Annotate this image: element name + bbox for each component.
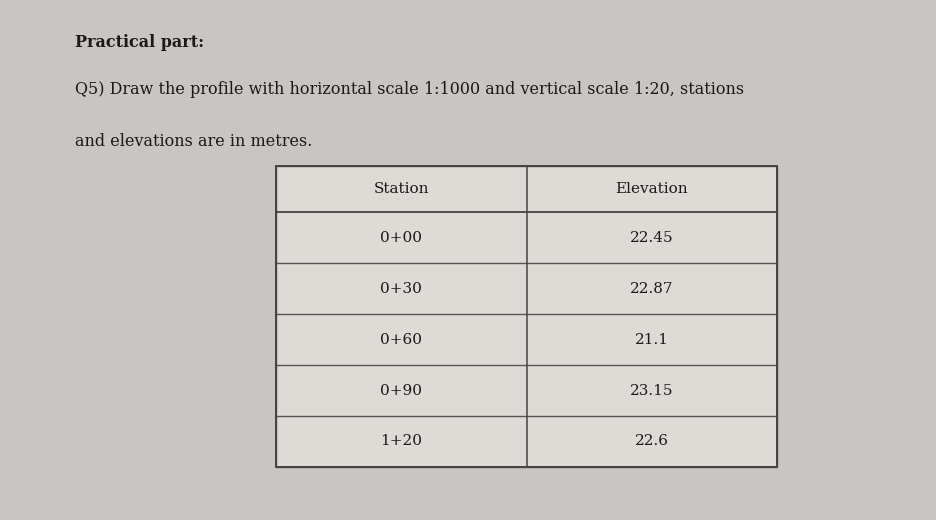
Text: Q5) Draw the profile with horizontal scale 1:1000 and vertical scale 1:20, stati: Q5) Draw the profile with horizontal sca…	[75, 81, 744, 98]
Text: 22.87: 22.87	[630, 282, 673, 295]
Text: 0+60: 0+60	[380, 333, 422, 346]
Text: 22.6: 22.6	[635, 435, 668, 448]
Text: 1+20: 1+20	[380, 435, 422, 448]
Text: and elevations are in metres.: and elevations are in metres.	[75, 133, 313, 150]
Text: Station: Station	[373, 183, 429, 196]
Text: 23.15: 23.15	[630, 384, 673, 397]
Text: 22.45: 22.45	[630, 231, 674, 244]
Text: 0+00: 0+00	[380, 231, 422, 244]
Text: 0+30: 0+30	[380, 282, 422, 295]
Text: 21.1: 21.1	[635, 333, 668, 346]
FancyBboxPatch shape	[276, 166, 777, 467]
Text: 0+90: 0+90	[380, 384, 422, 397]
Text: Elevation: Elevation	[615, 183, 688, 196]
Text: Practical part:: Practical part:	[75, 34, 204, 51]
